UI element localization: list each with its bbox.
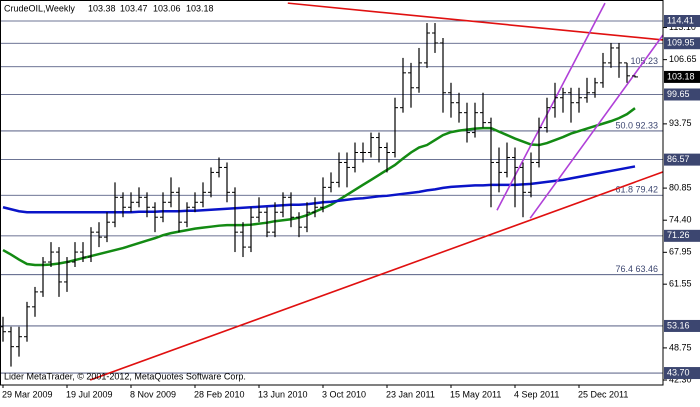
- x-tick-label: 3 Oct 2010: [322, 389, 366, 399]
- x-tick-label: 15 May 2011: [450, 389, 501, 399]
- level-box: [664, 153, 700, 166]
- x-tick-label: 23 Jan 2011: [386, 389, 435, 399]
- level-label: 99.65: [667, 89, 690, 99]
- y-tick-label: 106.65: [669, 54, 697, 64]
- x-tick-label: 25 Dec 2011: [578, 389, 628, 399]
- chart-title: CrudeOIL,Weekly: [4, 3, 75, 13]
- x-tick-label: 28 Feb 2010: [194, 389, 245, 399]
- ohlc-open: 103.38: [88, 3, 116, 13]
- ohlc-low: 103.06: [153, 3, 181, 13]
- y-tick-label: 67.95: [669, 247, 692, 257]
- current-price-box: [664, 70, 700, 83]
- level-label: 109.95: [667, 38, 695, 48]
- ohlc-high: 103.47: [120, 3, 148, 13]
- fib-label: 50.0 92.33: [615, 120, 658, 130]
- level-label: 86.57: [667, 154, 690, 164]
- y-tick-label: 48.75: [669, 342, 692, 352]
- level-box: [664, 319, 700, 332]
- level-box: [664, 15, 700, 28]
- level-label: 43.70: [667, 367, 690, 377]
- y-tick-label: 42.30: [669, 374, 692, 384]
- y-tick-label: 80.85: [669, 182, 692, 192]
- level-box: [664, 229, 700, 242]
- level-box: [664, 88, 700, 101]
- y-tick-label: 61.55: [669, 279, 692, 289]
- y-tick-label: 93.75: [669, 118, 692, 128]
- fib-label: 61.8 79.42: [615, 185, 658, 195]
- x-tick-label: 4 Sep 2011: [514, 389, 559, 399]
- level-label: 114.41: [667, 15, 694, 25]
- level-box: [664, 367, 700, 380]
- trendline: [89, 171, 663, 381]
- footer: Lider MetaTrader, © 2001-2012, MetaQuote…: [4, 371, 246, 381]
- x-tick-label: 13 Jun 2010: [258, 389, 308, 399]
- x-tick-label: 19 Jul 2009: [66, 389, 113, 399]
- x-tick-label: 29 Mar 2009: [2, 389, 53, 399]
- moving-average: [2, 107, 636, 267]
- ohlc-close: 103.18: [186, 3, 214, 13]
- level-label: 53.16: [667, 320, 690, 330]
- x-tick-label: 8 Nov 2009: [130, 389, 176, 399]
- trendline: [529, 34, 663, 219]
- plot-border: [0, 0, 664, 386]
- moving-average: [2, 165, 636, 214]
- level-label: 71.26: [667, 230, 690, 240]
- fib-label: 76.4 63.46: [615, 264, 658, 274]
- trendline: [287, 2, 663, 41]
- y-tick-label: 74.40: [669, 215, 692, 225]
- current-price-label: 103.18: [667, 71, 695, 81]
- level-box: [664, 37, 700, 50]
